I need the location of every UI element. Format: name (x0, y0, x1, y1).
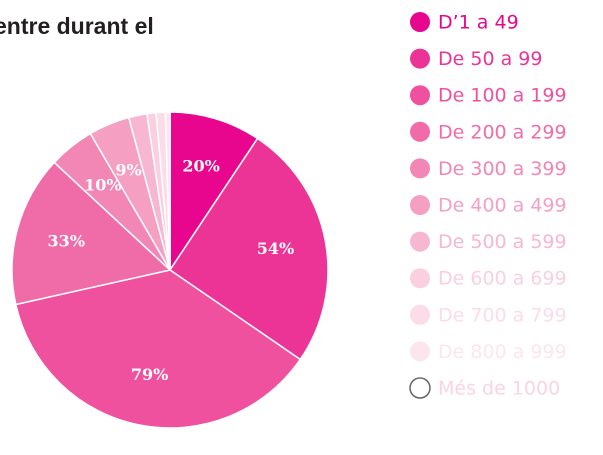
legend-label: Més de 1000 (438, 378, 560, 400)
data-label: 33% (48, 231, 85, 250)
legend-label: De 400 a 499 (438, 195, 567, 217)
legend-label: De 500 a 599 (438, 231, 567, 253)
legend-label: De 800 a 999 (438, 341, 567, 363)
legend-marker (410, 268, 430, 289)
chart-title: entre durant el (0, 13, 154, 39)
legend-marker (410, 48, 430, 69)
legend-label: De 600 a 699 (438, 268, 567, 290)
legend-marker (410, 12, 430, 32)
legend-marker (409, 377, 431, 399)
data-label: 54% (257, 239, 294, 258)
pie-slice (11, 161, 172, 306)
pie-slice (169, 111, 259, 273)
legend-label: De 100 a 199 (438, 85, 567, 107)
data-label: 9% (115, 160, 141, 179)
legend-marker (410, 85, 430, 106)
legend-marker (410, 121, 430, 142)
legend-label: D’1 a 49 (438, 12, 519, 34)
data-label: 79% (131, 365, 168, 384)
legend-marker (410, 341, 430, 362)
legend-label: De 200 a 299 (438, 121, 567, 143)
data-label: 20% (182, 157, 219, 176)
pie-slice (14, 269, 302, 429)
legend-label: De 300 a 399 (438, 158, 567, 180)
legend-marker (410, 304, 430, 325)
legend-label: De 50 a 99 (438, 48, 542, 70)
data-label: 10% (84, 176, 121, 195)
legend-marker (410, 231, 430, 252)
legend-label: De 700 a 799 (438, 304, 567, 326)
legend-marker (410, 158, 430, 179)
legend-marker (410, 195, 430, 215)
pie-slice (168, 137, 329, 361)
